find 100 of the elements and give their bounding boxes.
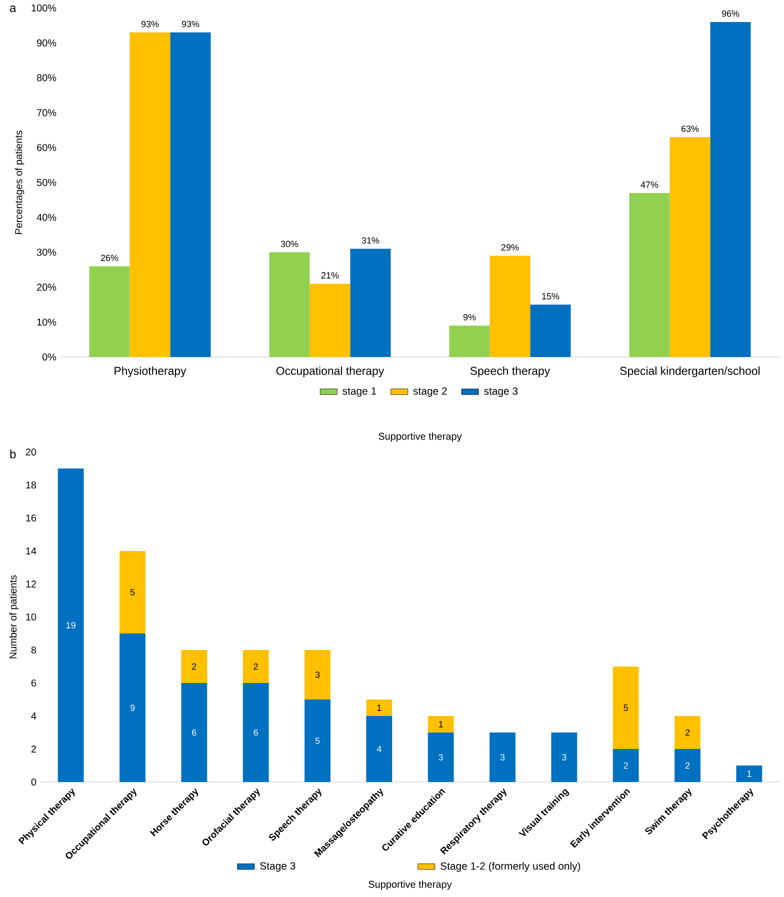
- bar: [710, 22, 751, 357]
- bar: [428, 716, 454, 732]
- data-label: 2: [685, 762, 690, 769]
- data-label: 15%: [542, 293, 560, 300]
- y-tick-label: 20: [26, 448, 36, 456]
- y-tick-label: 30%: [36, 248, 56, 256]
- bar: [242, 650, 269, 683]
- data-label: 19: [66, 622, 76, 628]
- x-tick-label: Speech therapy: [470, 366, 550, 378]
- bar: [366, 716, 392, 782]
- bar: [242, 682, 269, 782]
- y-tick-label: 50%: [36, 178, 56, 186]
- bar: [490, 732, 516, 782]
- bar: [120, 550, 146, 634]
- data-label: 93%: [182, 20, 200, 28]
- bar: [120, 633, 146, 782]
- y-tick-label: 0%: [42, 353, 56, 361]
- data-label: 2: [685, 729, 690, 736]
- legend-label: Stage 1-2 (formerly used only): [440, 862, 580, 872]
- x-axis-title: Supportive therapy: [368, 880, 452, 890]
- data-label: 3: [562, 754, 566, 760]
- y-tick-label: 4: [31, 712, 36, 720]
- y-tick-label: 80%: [36, 74, 56, 82]
- data-label: 30%: [280, 240, 298, 248]
- bar: [736, 765, 762, 782]
- y-tick-label: 14: [26, 548, 36, 554]
- bar: [612, 748, 639, 782]
- y-tick-label: 20%: [37, 284, 56, 291]
- y-tick-label: 100%: [32, 4, 56, 12]
- y-tick-label: 2: [31, 746, 36, 752]
- data-label: 9: [130, 704, 135, 711]
- y-tick-label: 90%: [37, 39, 56, 46]
- data-label: 3: [500, 754, 505, 760]
- data-label: 2: [192, 663, 196, 670]
- data-label: 5: [624, 704, 628, 711]
- data-label: 5: [315, 738, 320, 744]
- bar: [551, 732, 578, 782]
- y-tick-label: 70%: [37, 109, 56, 116]
- bar: [58, 468, 84, 782]
- data-label: 3: [315, 672, 320, 678]
- y-axis-title: Number of patients: [9, 575, 19, 658]
- y-axis-title: Percentages of patients: [14, 130, 24, 234]
- legend-label: Stage 3: [260, 862, 296, 872]
- y-tick-label: 10: [26, 613, 36, 621]
- bar: [449, 326, 490, 357]
- data-label: 63%: [681, 126, 699, 132]
- data-label: 96%: [722, 10, 740, 17]
- data-label: 1: [377, 704, 382, 711]
- bar: [170, 32, 211, 357]
- bar: [181, 650, 208, 683]
- x-tick-label: Occupational therapy: [276, 366, 384, 378]
- bar: [428, 732, 454, 782]
- x-axis-title: Supportive therapy: [378, 432, 462, 442]
- data-label: 93%: [141, 20, 159, 28]
- data-label: 47%: [640, 181, 658, 188]
- bar: [181, 682, 208, 782]
- y-tick-label: 12: [26, 580, 36, 588]
- data-label: 6: [192, 729, 196, 736]
- legend-label: stage 2: [413, 387, 447, 397]
- x-tick-label: Special kindergarten/school: [620, 366, 760, 378]
- legend-label: stage 3: [484, 387, 518, 397]
- chart-title: a: [10, 6, 16, 12]
- bar: [629, 192, 670, 357]
- data-label: 31%: [362, 237, 380, 244]
- legend-label: stage 1: [342, 387, 376, 397]
- bar: [674, 748, 700, 782]
- y-tick-label: 16: [26, 514, 36, 522]
- data-label: 21%: [321, 272, 339, 278]
- y-tick-label: 0: [31, 778, 36, 786]
- bar: [89, 266, 130, 357]
- y-tick-label: 60%: [37, 144, 56, 152]
- data-label: 2: [254, 663, 258, 670]
- bar: [304, 699, 330, 782]
- y-tick-label: 10%: [37, 318, 56, 326]
- data-label: 5: [130, 589, 135, 596]
- data-label: 3: [438, 754, 443, 760]
- data-label: 6: [254, 729, 258, 736]
- y-tick-label: 40%: [36, 214, 56, 221]
- bar: [130, 32, 170, 357]
- bar: [366, 699, 392, 716]
- data-label: 26%: [100, 254, 118, 262]
- y-tick-label: 18: [26, 481, 36, 489]
- data-label: 4: [376, 746, 382, 752]
- data-label: 1: [439, 721, 443, 728]
- data-label: 2: [624, 762, 628, 769]
- bar: [304, 650, 330, 700]
- bar: [490, 256, 530, 357]
- bar: [310, 284, 350, 357]
- x-tick-label: Physiotherapy: [114, 366, 186, 378]
- data-label: 1: [747, 770, 752, 777]
- y-tick-label: 6: [31, 679, 36, 687]
- bar: [674, 716, 700, 749]
- data-label: 9%: [463, 314, 476, 320]
- bar: [269, 252, 310, 357]
- bar: [612, 666, 639, 749]
- data-label: 29%: [501, 244, 519, 251]
- chart-title: b: [10, 450, 16, 458]
- bar: [350, 248, 391, 357]
- bar: [670, 137, 710, 357]
- bar: [530, 304, 571, 357]
